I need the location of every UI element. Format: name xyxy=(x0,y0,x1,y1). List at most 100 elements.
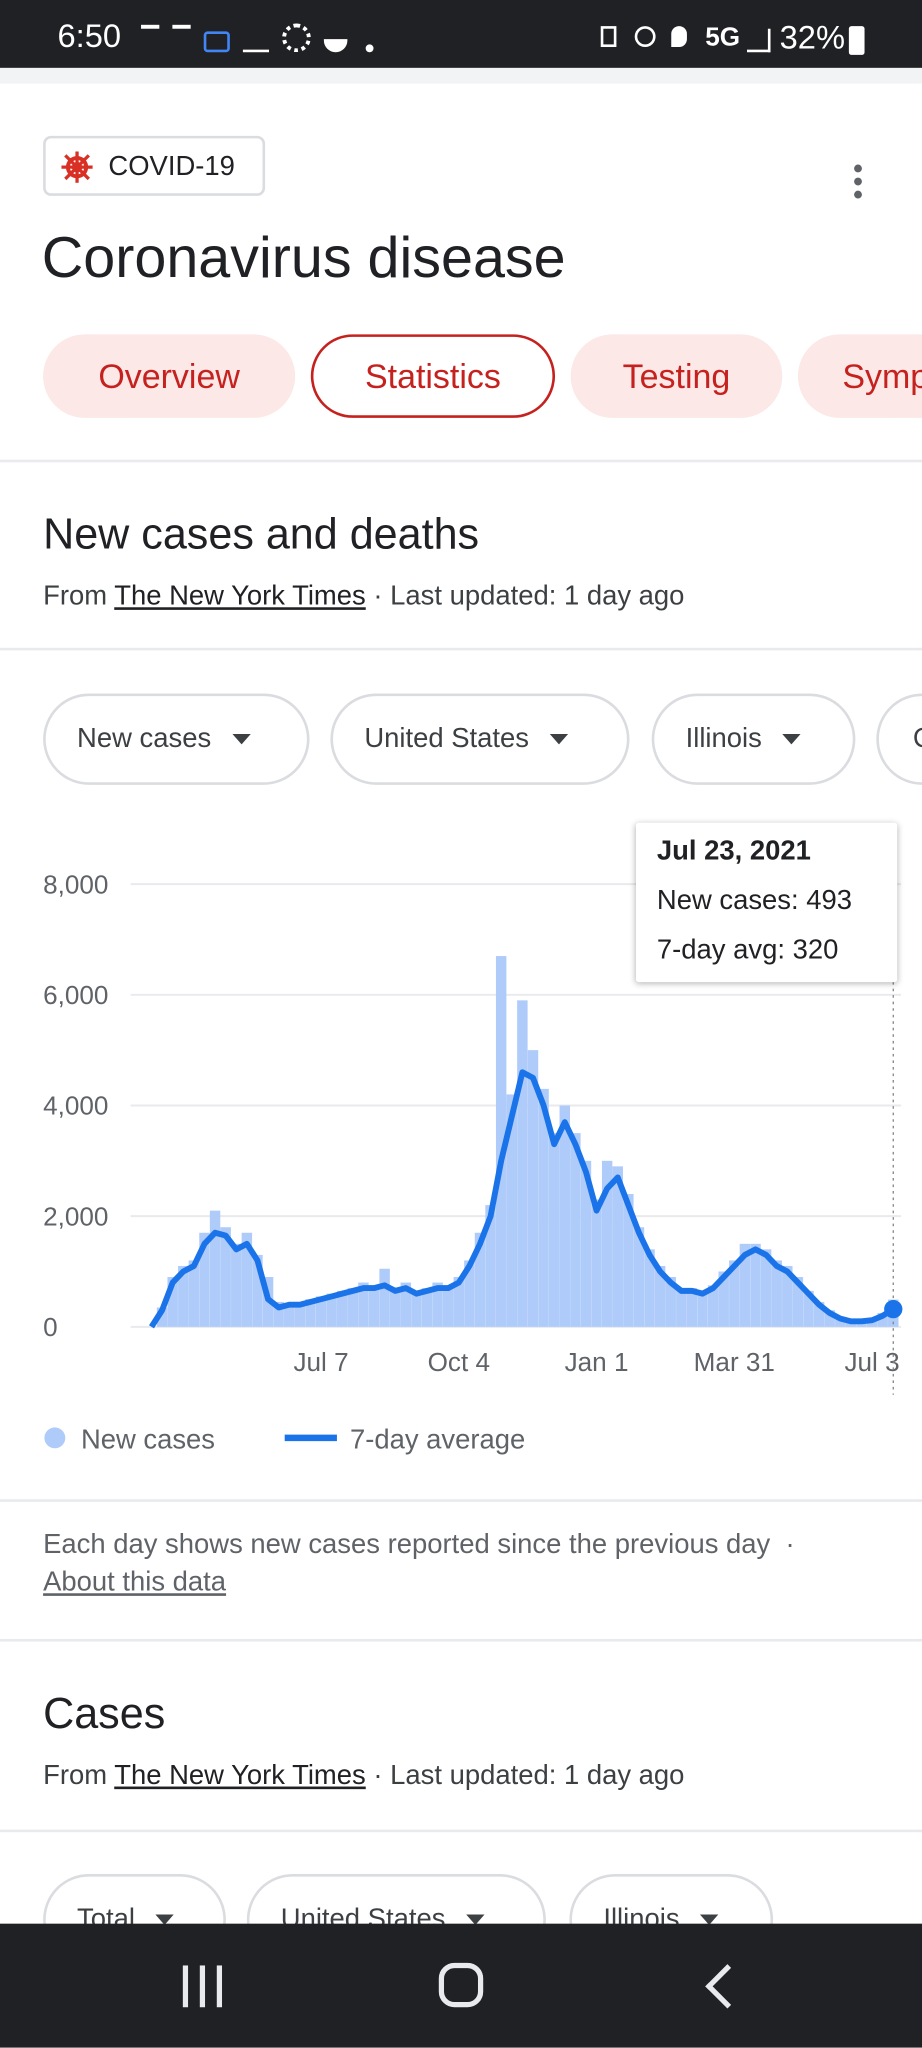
bar xyxy=(729,1260,740,1327)
tab-selected[interactable]: Statistics xyxy=(310,334,556,418)
bar xyxy=(707,1285,719,1327)
bar xyxy=(527,1050,539,1327)
tab[interactable]: Testing xyxy=(570,334,783,418)
filter-dropdown[interactable]: United States xyxy=(330,693,630,785)
tab[interactable]: Symp xyxy=(797,334,922,418)
x-tick-label: Jul 7 xyxy=(293,1347,348,1377)
bar xyxy=(548,1133,560,1327)
average-line xyxy=(149,1069,895,1329)
filter-label: New cases xyxy=(77,723,212,754)
bar xyxy=(813,1301,825,1327)
divider xyxy=(0,1638,922,1642)
home-button[interactable] xyxy=(438,1962,484,2008)
bar xyxy=(559,1105,570,1327)
bar xyxy=(347,1288,359,1327)
nav-bar xyxy=(0,1923,922,2048)
tooltip-row: 7-day avg: 320 xyxy=(657,935,838,966)
bar xyxy=(612,1166,623,1327)
clock: 6:50 xyxy=(57,18,122,55)
bar xyxy=(697,1290,708,1327)
bar xyxy=(231,1243,242,1327)
bar xyxy=(453,1277,465,1327)
legend-swatch xyxy=(44,1427,66,1449)
divider xyxy=(0,1499,922,1502)
source-link[interactable]: The New York Times xyxy=(114,1760,366,1791)
battery: 32% xyxy=(779,19,846,57)
bar xyxy=(591,1199,602,1327)
x-tick-label: Jul 3 xyxy=(844,1347,899,1377)
filter-dropdown[interactable]: New cases xyxy=(43,693,310,785)
bar xyxy=(315,1296,327,1327)
bar xyxy=(665,1277,676,1327)
bar xyxy=(209,1210,221,1327)
bar xyxy=(294,1301,306,1327)
bar xyxy=(686,1288,698,1327)
bar xyxy=(167,1277,178,1327)
bar xyxy=(411,1290,422,1327)
recent-apps-button[interactable] xyxy=(182,1965,225,2008)
back-button[interactable] xyxy=(705,1964,750,2009)
bar xyxy=(337,1290,348,1327)
y-tick-label: 4,000 xyxy=(43,1091,108,1121)
source-suffix: · Last updated: 1 day ago xyxy=(373,1760,685,1791)
bar xyxy=(421,1288,433,1327)
bar xyxy=(824,1310,835,1327)
bar xyxy=(284,1304,295,1327)
bar xyxy=(760,1249,772,1327)
notification-icons xyxy=(141,23,374,53)
source-suffix: · Last updated: 1 day ago xyxy=(373,581,685,612)
bar xyxy=(718,1271,729,1327)
more-menu[interactable] xyxy=(851,164,864,204)
bar xyxy=(379,1268,390,1327)
bar xyxy=(178,1265,189,1327)
tab[interactable]: Overview xyxy=(43,334,296,418)
bar xyxy=(580,1160,592,1327)
filter-dropdown[interactable]: C xyxy=(876,693,922,785)
source-link[interactable]: The New York Times xyxy=(114,581,366,612)
bar xyxy=(305,1299,316,1327)
bar xyxy=(517,1000,528,1327)
bar xyxy=(400,1282,412,1327)
chart: 0 2,000 4,000 6,000 8,000 Jul 7 Oct 4 Jan 1 Mar … xyxy=(43,869,903,1454)
top-strip xyxy=(0,67,922,84)
bar xyxy=(676,1288,687,1327)
bar xyxy=(506,1094,518,1327)
x-tick-label: Jan 1 xyxy=(565,1347,629,1377)
legend-label: New cases xyxy=(81,1423,215,1454)
divider xyxy=(0,647,922,651)
topic-chip[interactable]: COVID-19 xyxy=(43,135,266,196)
y-tick-label: 6,000 xyxy=(43,980,108,1010)
bar xyxy=(273,1301,284,1327)
footnote: Each day shows new cases reported since … xyxy=(43,1525,853,1601)
source-line: From The New York Times · Last updated: … xyxy=(43,581,684,612)
hover-point xyxy=(884,1299,903,1319)
system-icons xyxy=(600,26,692,48)
bar xyxy=(803,1290,814,1327)
network: 5G xyxy=(705,23,741,53)
footnote-link[interactable]: About this data xyxy=(43,1567,227,1598)
bar xyxy=(739,1243,751,1327)
bar xyxy=(432,1282,443,1327)
x-tick-label: Mar 31 xyxy=(694,1347,775,1377)
divider xyxy=(0,1829,922,1833)
source-prefix: From xyxy=(43,1760,108,1791)
bar xyxy=(570,1133,581,1327)
filter-dropdown[interactable]: Illinois xyxy=(651,693,856,785)
signal-icon xyxy=(747,28,771,53)
footnote-text: Each day shows new cases reported since … xyxy=(43,1529,771,1560)
source-line: From The New York Times · Last updated: … xyxy=(43,1760,684,1791)
bar xyxy=(252,1254,263,1327)
tooltip-label: 7-day avg: xyxy=(656,935,785,966)
bar xyxy=(623,1194,634,1327)
bar xyxy=(188,1260,200,1327)
bar xyxy=(538,1088,549,1327)
bar xyxy=(358,1282,369,1327)
bar xyxy=(368,1285,380,1327)
source-prefix: From xyxy=(43,581,108,612)
battery-icon xyxy=(848,26,865,55)
y-tick-label: 0 xyxy=(43,1312,58,1342)
filter-label: C xyxy=(913,723,922,753)
bar xyxy=(792,1277,804,1327)
section-title: New cases and deaths xyxy=(43,509,480,558)
